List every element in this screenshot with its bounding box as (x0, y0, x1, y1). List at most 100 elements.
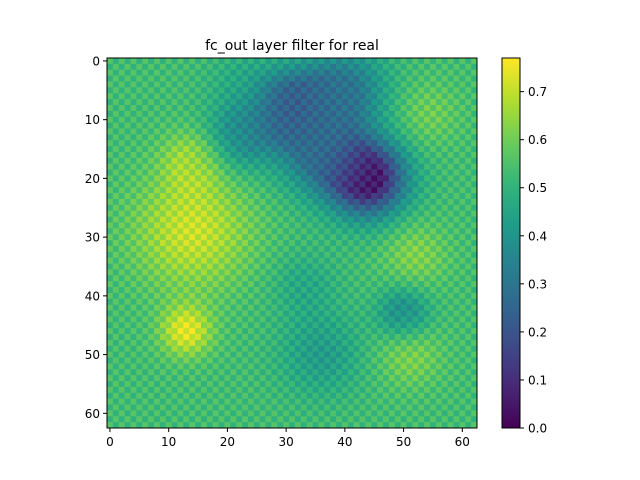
heatmap-cell (347, 187, 355, 194)
heatmap-cell (148, 146, 155, 153)
heatmap-cell (406, 116, 413, 123)
heatmap-cell (453, 316, 460, 323)
heatmap-cell (271, 216, 278, 223)
heatmap-cell (283, 216, 290, 223)
heatmap-cell (312, 410, 319, 417)
heatmap-cell (447, 93, 454, 100)
heatmap-cell (377, 351, 384, 358)
heatmap-cell (277, 416, 284, 423)
heatmap-cell (388, 87, 396, 94)
heatmap-cell (312, 392, 319, 399)
heatmap-cell (177, 216, 184, 223)
heatmap-cell (259, 392, 266, 399)
heatmap-cell (318, 157, 325, 165)
heatmap-cell (365, 275, 372, 282)
heatmap-cell (359, 204, 366, 212)
heatmap-cell (112, 163, 120, 170)
heatmap-cell (171, 104, 178, 112)
heatmap-cell (318, 404, 325, 411)
heatmap-cell (224, 263, 231, 270)
heatmap-cell (206, 422, 214, 429)
heatmap-cell (447, 310, 454, 317)
heatmap-cell (294, 287, 302, 294)
heatmap-cell (277, 298, 284, 306)
heatmap-cell (177, 275, 184, 282)
heatmap-cell (177, 151, 184, 159)
heatmap-cell (130, 351, 137, 358)
heatmap-cell (306, 81, 313, 88)
heatmap-cell (294, 422, 302, 429)
heatmap-cell (324, 187, 331, 194)
heatmap-cell (177, 193, 184, 200)
heatmap-cell (471, 140, 478, 147)
heatmap-cell (300, 193, 308, 200)
heatmap-cell (318, 369, 325, 376)
heatmap-cell (365, 245, 372, 253)
heatmap-cell (336, 351, 343, 358)
heatmap-cell (283, 181, 290, 188)
heatmap-cell (365, 339, 372, 347)
heatmap-cell (412, 381, 419, 388)
heatmap-cell (377, 146, 384, 153)
heatmap-cell (195, 69, 202, 76)
heatmap-cell (471, 99, 478, 106)
heatmap-cell (171, 169, 178, 176)
colorbar-tick-label: 0.5 (528, 181, 547, 195)
heatmap-cell (330, 281, 337, 288)
heatmap-cell (306, 281, 313, 288)
heatmap-cell (183, 110, 190, 118)
heatmap-cell (177, 269, 184, 276)
heatmap-cell (165, 310, 172, 317)
heatmap-cell (212, 304, 219, 311)
heatmap-cell (118, 104, 125, 112)
heatmap-cell (153, 392, 161, 399)
heatmap-cell (265, 187, 272, 194)
heatmap-cell (388, 392, 396, 399)
heatmap-cell (365, 181, 372, 188)
heatmap-cell (377, 87, 384, 94)
heatmap-cell (371, 263, 378, 270)
heatmap-cell (359, 163, 366, 170)
heatmap-cell (377, 339, 384, 347)
heatmap-cell (265, 58, 272, 65)
heatmap-cell (259, 357, 266, 364)
heatmap-cell (236, 404, 243, 411)
heatmap-cell (218, 128, 225, 135)
heatmap-cell (353, 263, 360, 270)
heatmap-cell (418, 240, 425, 247)
heatmap-cell (294, 104, 302, 112)
heatmap-cell (377, 251, 384, 259)
heatmap-cell (118, 87, 125, 94)
heatmap-cell (265, 193, 272, 200)
heatmap-cell (165, 251, 172, 259)
heatmap-cell (212, 222, 219, 229)
heatmap-cell (324, 128, 331, 135)
heatmap-cell (353, 146, 360, 153)
heatmap-cell (289, 163, 296, 170)
heatmap-cell (330, 369, 337, 376)
heatmap-cell (424, 386, 431, 394)
heatmap-cell (112, 58, 120, 65)
heatmap-cell (312, 398, 319, 405)
heatmap-cell (459, 339, 466, 347)
heatmap-cell (177, 204, 184, 212)
heatmap-cell (283, 222, 290, 229)
heatmap-cell (165, 134, 172, 141)
heatmap-cell (447, 410, 454, 417)
heatmap-cell (347, 140, 355, 147)
heatmap-cell (459, 146, 466, 153)
heatmap-cell (242, 357, 249, 364)
heatmap-cell (136, 204, 143, 212)
heatmap-cell (394, 240, 401, 247)
heatmap-cell (148, 193, 155, 200)
heatmap-cell (418, 316, 425, 323)
heatmap-cell (112, 339, 120, 347)
heatmap-cell (236, 116, 243, 123)
heatmap-cell (412, 63, 419, 71)
heatmap-cell (447, 81, 454, 88)
heatmap-cell (224, 257, 231, 264)
heatmap-cell (218, 298, 225, 306)
heatmap-cell (306, 157, 313, 165)
heatmap-cell (471, 81, 478, 88)
heatmap-cell (418, 298, 425, 306)
